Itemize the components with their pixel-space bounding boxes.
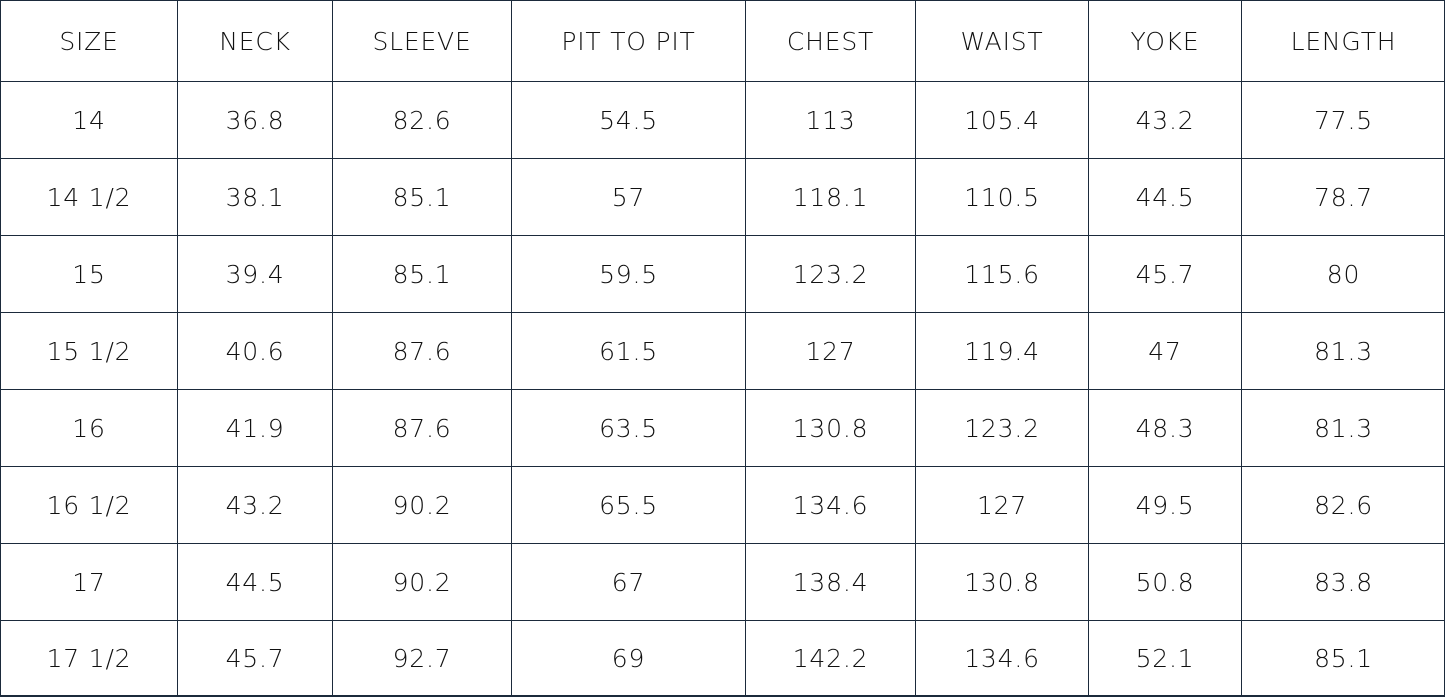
table-cell: 87.6: [332, 389, 512, 467]
header-cell: SLEEVE: [332, 0, 512, 82]
table-cell: 85.1: [332, 158, 512, 236]
table-cell: 118.1: [745, 158, 916, 236]
table-cell: 119.4: [915, 312, 1089, 390]
table-cell: 14: [0, 81, 178, 159]
table-cell: 17 1/2: [0, 620, 178, 697]
table-cell: 16: [0, 389, 178, 467]
table-cell: 48.3: [1088, 389, 1242, 467]
table-cell: 130.8: [915, 543, 1089, 621]
table-cell: 15: [0, 235, 178, 313]
table-cell: 17: [0, 543, 178, 621]
table-cell: 41.9: [177, 389, 333, 467]
table-cell: 78.7: [1241, 158, 1445, 236]
table-cell: 39.4: [177, 235, 333, 313]
table-cell: 92.7: [332, 620, 512, 697]
table-cell: 90.2: [332, 543, 512, 621]
table-cell: 14 1/2: [0, 158, 178, 236]
table-cell: 81.3: [1241, 312, 1445, 390]
table-cell: 127: [915, 466, 1089, 544]
table-cell: 36.8: [177, 81, 333, 159]
header-cell: NECK: [177, 0, 333, 82]
table-cell: 38.1: [177, 158, 333, 236]
header-cell: LENGTH: [1241, 0, 1445, 82]
table-cell: 113: [745, 81, 916, 159]
table-cell: 52.1: [1088, 620, 1242, 697]
table-cell: 127: [745, 312, 916, 390]
header-cell: CHEST: [745, 0, 916, 82]
header-cell: SIZE: [0, 0, 178, 82]
table-cell: 90.2: [332, 466, 512, 544]
table-cell: 69: [511, 620, 746, 697]
table-cell: 110.5: [915, 158, 1089, 236]
header-cell: PIT TO PIT: [511, 0, 746, 82]
table-cell: 134.6: [745, 466, 916, 544]
table-cell: 134.6: [915, 620, 1089, 697]
table-cell: 43.2: [177, 466, 333, 544]
table-cell: 65.5: [511, 466, 746, 544]
table-cell: 54.5: [511, 81, 746, 159]
table-cell: 40.6: [177, 312, 333, 390]
table-cell: 16 1/2: [0, 466, 178, 544]
table-cell: 81.3: [1241, 389, 1445, 467]
table-cell: 15 1/2: [0, 312, 178, 390]
table-cell: 45.7: [177, 620, 333, 697]
table-cell: 123.2: [915, 389, 1089, 467]
table-cell: 57: [511, 158, 746, 236]
table-cell: 82.6: [332, 81, 512, 159]
table-cell: 59.5: [511, 235, 746, 313]
table-cell: 85.1: [1241, 620, 1445, 697]
header-cell: YOKE: [1088, 0, 1242, 82]
table-cell: 43.2: [1088, 81, 1242, 159]
table-cell: 50.8: [1088, 543, 1242, 621]
table-cell: 115.6: [915, 235, 1089, 313]
table-cell: 130.8: [745, 389, 916, 467]
table-cell: 63.5: [511, 389, 746, 467]
table-cell: 138.4: [745, 543, 916, 621]
table-cell: 77.5: [1241, 81, 1445, 159]
table-cell: 105.4: [915, 81, 1089, 159]
table-cell: 45.7: [1088, 235, 1242, 313]
table-cell: 49.5: [1088, 466, 1242, 544]
table-cell: 44.5: [1088, 158, 1242, 236]
table-cell: 82.6: [1241, 466, 1445, 544]
table-cell: 47: [1088, 312, 1242, 390]
table-cell: 123.2: [745, 235, 916, 313]
table-cell: 85.1: [332, 235, 512, 313]
table-cell: 80: [1241, 235, 1445, 313]
table-cell: 61.5: [511, 312, 746, 390]
table-cell: 67: [511, 543, 746, 621]
table-cell: 142.2: [745, 620, 916, 697]
table-cell: 83.8: [1241, 543, 1445, 621]
table-cell: 44.5: [177, 543, 333, 621]
header-cell: WAIST: [915, 0, 1089, 82]
table-cell: 87.6: [332, 312, 512, 390]
